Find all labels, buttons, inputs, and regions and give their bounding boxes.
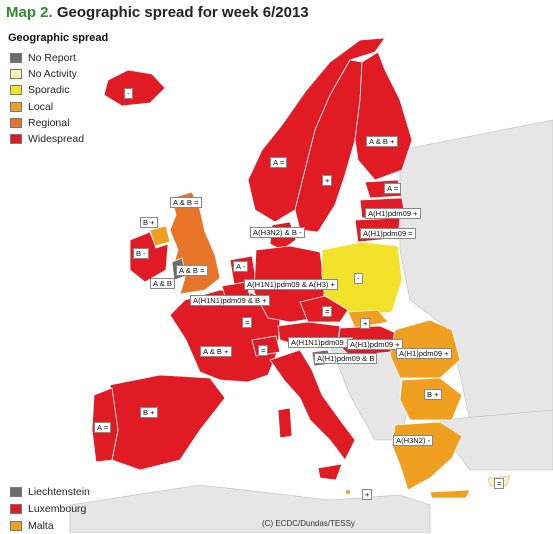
country-iceland	[103, 69, 166, 107]
legend-title: Geographic spread	[8, 32, 109, 44]
land-nonreporting-east	[399, 119, 553, 421]
legend-swatch	[10, 53, 22, 64]
label-spain: B +	[140, 407, 158, 418]
small-country-item: Liechtenstein	[10, 483, 90, 500]
small-country-swatch	[10, 503, 22, 514]
small-country-label: Liechtenstein	[28, 485, 90, 498]
label-latvia: A(H1)pdm09 +	[365, 208, 421, 219]
label-switzerland: =	[258, 345, 269, 356]
small-country-item: Luxembourg	[10, 500, 90, 517]
legend-label: No Activity	[28, 68, 78, 81]
legend-item: No Report	[10, 50, 84, 66]
legend-item: No Activity	[10, 66, 84, 82]
island-sicily	[317, 463, 343, 481]
label-lithuania: A(H1)pdm09 =	[360, 228, 416, 239]
map-number: Map 2.	[6, 4, 53, 21]
label-england: A & B =	[176, 265, 208, 276]
label-malta: +	[362, 489, 373, 500]
credit-text: (C) ECDC/Dundas/TESSy	[262, 519, 355, 528]
legend-label: Regional	[28, 116, 70, 129]
country-ireland	[129, 231, 169, 283]
label-belgium: A(H1N1)pdm09 & B +	[190, 295, 270, 306]
legend-swatch	[10, 134, 22, 145]
label-slovakia: +	[360, 318, 371, 329]
label-germany: A(H1N1)pdm09 & A(H3) +	[244, 279, 338, 290]
legend-item: Widespread	[10, 131, 84, 147]
legend-swatch	[10, 85, 22, 96]
label-norway: A =	[270, 157, 288, 168]
label-poland: -	[354, 273, 363, 284]
small-country-item: Malta	[10, 517, 90, 534]
label-hungary: A(H1)pdm09 +	[347, 339, 403, 350]
legend-item: Sporadic	[10, 82, 84, 98]
label-finland: A & B +	[366, 136, 398, 147]
label-austria: A(H1N1)pdm09 +	[288, 337, 354, 348]
label-estonia: A =	[384, 183, 402, 194]
island-crete	[429, 489, 471, 499]
country-italy	[269, 349, 356, 461]
legend-label: Local	[28, 100, 54, 113]
land-africa	[69, 484, 431, 533]
country-greece	[391, 421, 463, 491]
island-sardinia	[277, 407, 293, 439]
label-scotland: A & B =	[170, 197, 202, 208]
country-spain	[109, 374, 226, 471]
label-romania: A(H1)pdm09 +	[396, 348, 452, 359]
label-portugal: A =	[94, 422, 112, 433]
label-france: A & B +	[200, 346, 232, 357]
label-luxembourg: =	[242, 317, 253, 328]
legend-label: Widespread	[28, 133, 85, 146]
label-denmark: A(H3N2) & B -	[250, 227, 305, 238]
legend-swatch	[10, 117, 22, 128]
label-iceland: -	[124, 88, 133, 99]
small-country-label: Luxembourg	[28, 502, 87, 515]
label-cyprus: =	[494, 478, 505, 489]
label-czech: =	[322, 306, 333, 317]
legend-label: Sporadic	[28, 84, 70, 97]
label-sweden: +	[322, 175, 333, 186]
label-slovenia: A(H1)pdm09 & B	[314, 353, 378, 364]
label-northern-ireland: B +	[140, 217, 158, 228]
label-netherlands: A -	[233, 261, 249, 272]
map-title-text: Geographic spread for week 6/2013	[56, 4, 309, 21]
small-country-swatch	[10, 520, 22, 531]
label-bulgaria: B +	[424, 389, 442, 400]
map-title: Map 2. Geographic spread for week 6/2013	[6, 4, 309, 21]
legend-label: No Report	[28, 52, 76, 65]
legend-swatch	[10, 69, 22, 80]
legend-item: Regional	[10, 115, 84, 131]
label-ireland: B -	[133, 248, 149, 259]
country-finland	[354, 51, 413, 181]
legend-item: Local	[10, 99, 84, 115]
label-wales: A & B	[150, 278, 175, 289]
small-countries-legend: Liechtenstein Luxembourg Malta	[10, 483, 90, 534]
small-country-swatch	[10, 486, 22, 497]
legend-swatch	[10, 101, 22, 112]
legend: No Report No Activity Sporadic Local Reg…	[10, 50, 84, 147]
label-greece: A(H3N2) -	[393, 435, 434, 446]
small-country-label: Malta	[28, 519, 54, 532]
country-malta	[346, 490, 350, 494]
